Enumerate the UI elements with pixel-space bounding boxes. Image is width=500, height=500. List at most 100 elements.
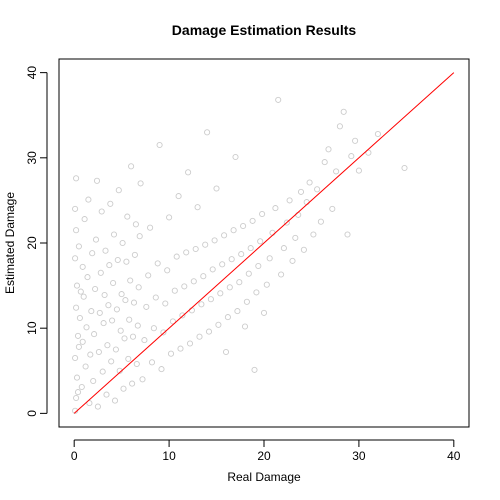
data-point (75, 243, 82, 250)
data-point (166, 214, 173, 221)
x-tick-label: 10 (162, 449, 176, 463)
data-point (401, 164, 408, 172)
data-point (152, 294, 159, 301)
data-point (310, 231, 317, 238)
reference-line-layer (73, 72, 455, 414)
data-point (303, 199, 310, 206)
data-point (73, 374, 81, 381)
data-point (171, 287, 178, 294)
data-point (333, 168, 340, 175)
y-tick-label: 30 (25, 151, 39, 165)
data-point (219, 261, 226, 268)
data-point (72, 354, 79, 362)
data-point (75, 343, 82, 350)
data-point (251, 366, 258, 373)
data-point (217, 290, 224, 297)
data-point (205, 328, 213, 335)
data-point (314, 186, 321, 193)
data-point (100, 320, 107, 327)
data-point (113, 306, 120, 313)
data-point (249, 217, 256, 224)
data-point (95, 348, 102, 356)
data-point (286, 197, 293, 204)
data-point (160, 329, 167, 336)
data-point (111, 397, 119, 404)
y-axis-label: Estimated Damage (3, 192, 17, 294)
data-point (80, 293, 87, 300)
data-point (207, 296, 214, 303)
data-point (106, 262, 113, 269)
data-point (348, 153, 355, 160)
data-point (86, 400, 93, 407)
data-point (181, 283, 188, 290)
data-point (97, 269, 104, 276)
y-tick-label: 10 (25, 321, 39, 335)
data-point (99, 368, 106, 375)
data-point (183, 249, 190, 256)
data-point (133, 360, 140, 368)
x-tick-label: 0 (71, 449, 78, 463)
y-tick-label: 20 (25, 236, 39, 250)
data-point (374, 130, 381, 138)
data-point (82, 363, 89, 370)
data-point (90, 377, 97, 385)
data-point (255, 262, 262, 270)
data-point (188, 307, 195, 314)
data-point (297, 188, 305, 195)
data-point (141, 337, 148, 344)
data-point (202, 241, 209, 248)
data-point (280, 245, 287, 252)
data-point (124, 213, 131, 220)
data-point (83, 324, 90, 331)
data-point (352, 137, 359, 144)
data-point (136, 233, 143, 240)
data-point (123, 258, 130, 265)
data-point (263, 281, 270, 288)
data-point (306, 179, 313, 186)
data-point (135, 284, 142, 291)
y-axis: 0 10 20 30 40 (25, 66, 48, 417)
data-point (91, 331, 98, 338)
data-point (230, 227, 237, 234)
data-point (148, 359, 156, 366)
data-point (269, 229, 276, 236)
data-point (129, 380, 136, 387)
data-point (232, 153, 239, 161)
data-point (79, 263, 86, 270)
data-point (260, 309, 268, 316)
data-point (126, 316, 133, 323)
data-point (198, 301, 205, 308)
data-point (143, 303, 150, 310)
data-point (85, 196, 92, 203)
data-point (365, 149, 372, 156)
data-point (243, 298, 250, 305)
data-point (137, 180, 144, 187)
data-point (209, 266, 216, 273)
data-point (104, 342, 111, 349)
data-point (105, 302, 112, 309)
data-point (147, 224, 154, 231)
data-point (88, 308, 95, 315)
reference-line (73, 72, 455, 414)
data-point (110, 279, 117, 287)
data-point (340, 108, 347, 115)
data-point (275, 96, 282, 103)
data-point (98, 208, 105, 215)
data-point (259, 210, 266, 218)
data-point (145, 272, 152, 279)
data-point (289, 257, 296, 264)
data-point (272, 205, 279, 212)
x-axis-label: Real Damage (227, 470, 301, 484)
data-point (162, 300, 169, 307)
data-point (278, 271, 285, 278)
data-point (108, 358, 115, 365)
data-point (84, 274, 91, 281)
data-point (221, 232, 228, 239)
data-point (177, 345, 184, 352)
data-point (325, 146, 332, 153)
data-point (213, 185, 220, 192)
data-point (196, 333, 203, 340)
data-point (107, 200, 114, 207)
data-point (122, 297, 129, 304)
data-point (211, 237, 218, 244)
